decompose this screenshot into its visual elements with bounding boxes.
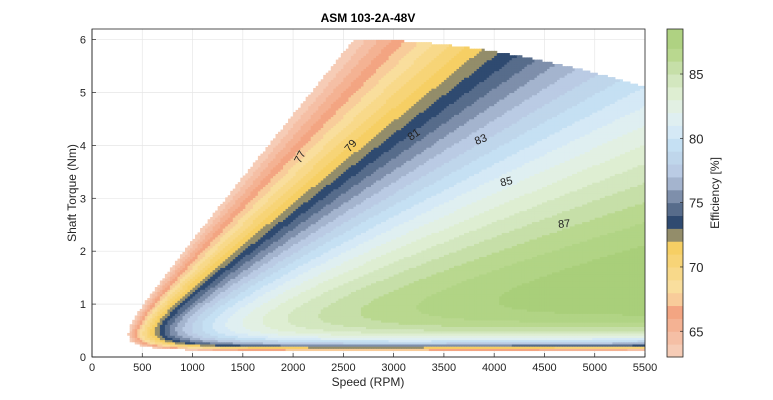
efficiency-map-chart: 777981 838587 0 500 1000 1500 2000 2500 3000 350… (0, 0, 773, 400)
